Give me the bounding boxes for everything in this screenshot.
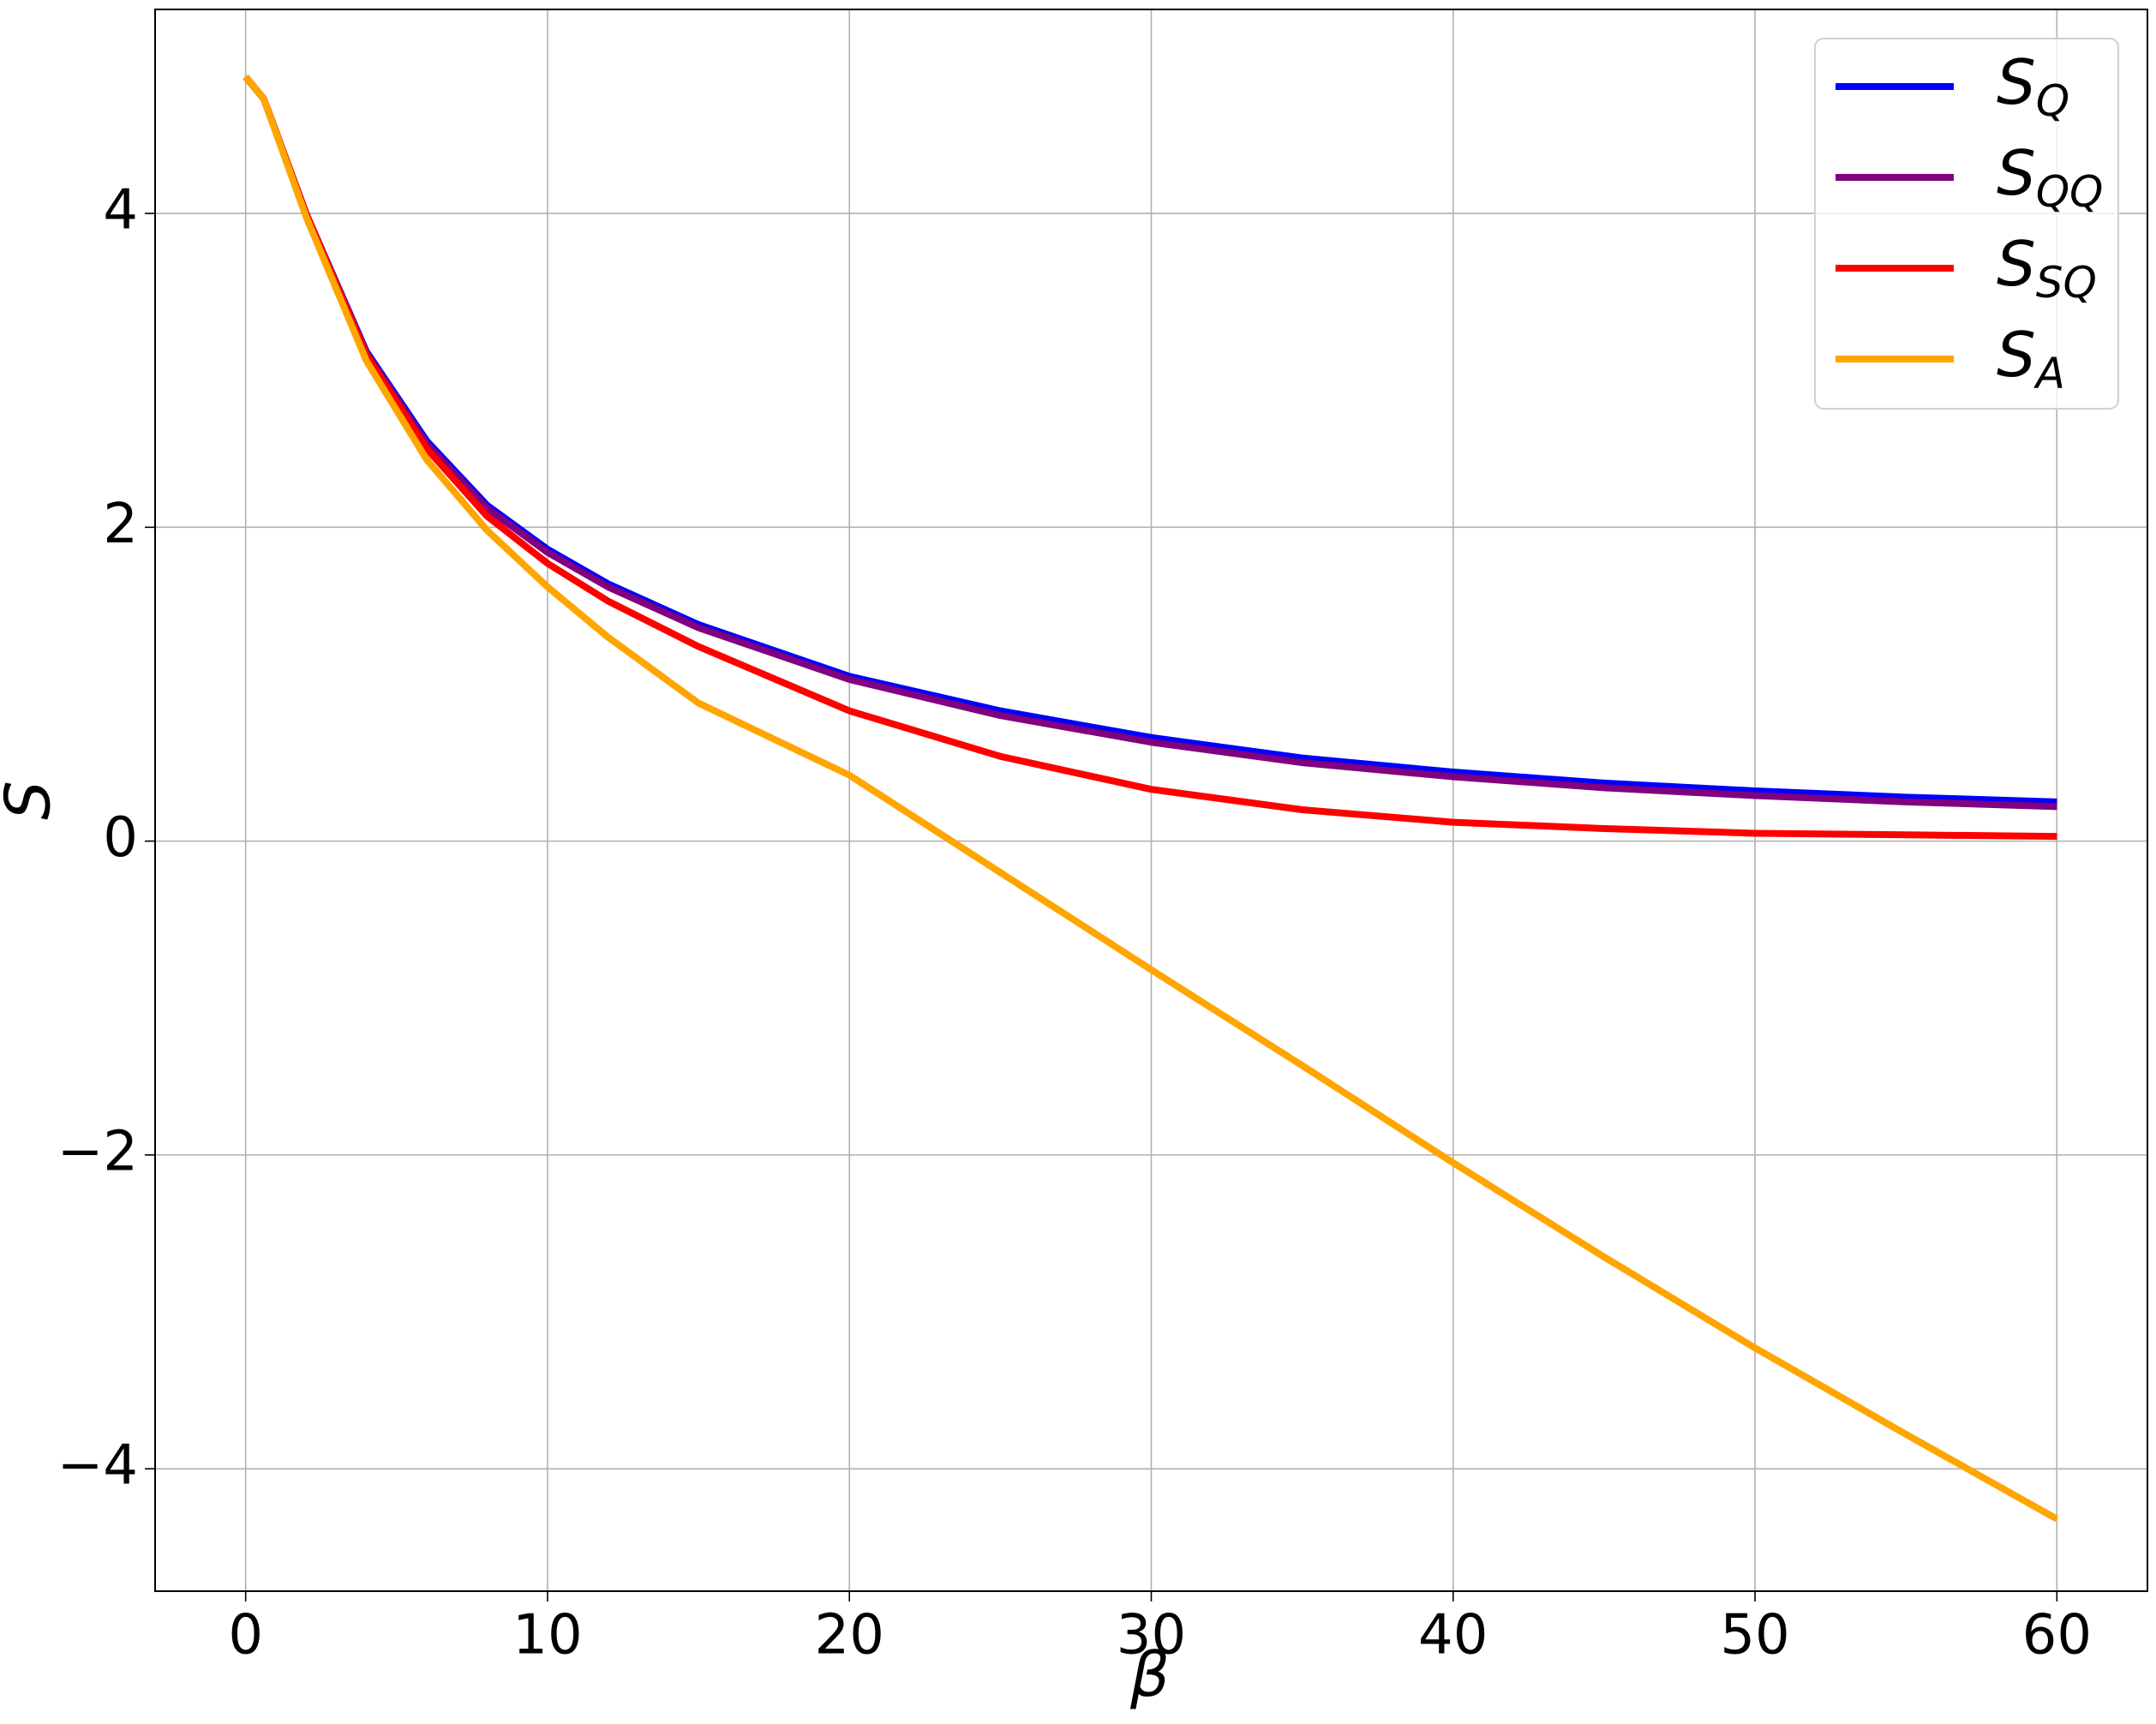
x-tick-label: 30 [1117,1604,1186,1667]
legend-label: SSQ [1997,228,2097,308]
x-tick-label: 10 [512,1604,582,1667]
legend-label: SA [1997,319,2065,398]
y-axis-label: S [0,781,64,820]
plot-frame [154,9,2148,1592]
y-tick-label: 4 [103,179,138,242]
legend-label: SQQ [1997,137,2103,217]
x-axis-label: β [1129,1639,1170,1711]
legend-box [1814,38,2119,410]
x-tick-label: 40 [1418,1604,1488,1667]
x-tick-label: 50 [1720,1604,1789,1667]
y-tick-label: 0 [103,806,138,870]
x-tick-label: 20 [815,1604,884,1667]
legend-label: SQ [1997,46,2069,126]
x-tick-label: 60 [2022,1604,2092,1667]
x-tick-label: 0 [228,1604,263,1667]
y-tick-label: −2 [57,1120,138,1183]
y-tick-label: 2 [103,493,138,556]
y-tick-label: −4 [57,1434,138,1498]
series-line [243,75,2059,1523]
